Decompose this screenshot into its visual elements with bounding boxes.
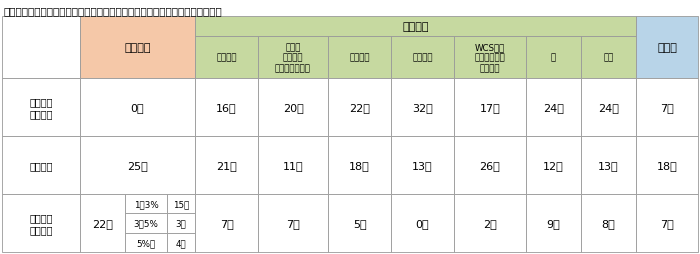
Bar bbox=[195, 37, 258, 79]
Text: 13県: 13県 bbox=[598, 160, 619, 170]
Text: 15県: 15県 bbox=[173, 199, 189, 208]
Text: 飼料用米: 飼料用米 bbox=[412, 53, 433, 62]
Bar bbox=[195, 79, 258, 136]
Bar bbox=[581, 37, 636, 79]
Text: 備蓄米: 備蓄米 bbox=[657, 43, 677, 53]
Bar bbox=[167, 194, 195, 214]
Text: 5県: 5県 bbox=[353, 218, 366, 228]
Text: 『令和４年産米等の作付意向（前年産実績との比較、令和４年１月末時点）』: 『令和４年産米等の作付意向（前年産実績との比較、令和４年１月末時点）』 bbox=[3, 6, 222, 16]
Bar bbox=[636, 136, 698, 194]
Bar bbox=[454, 136, 526, 194]
Text: 22県: 22県 bbox=[349, 103, 370, 113]
Bar bbox=[636, 17, 698, 79]
Bar bbox=[328, 79, 391, 136]
Text: 13県: 13県 bbox=[412, 160, 433, 170]
Bar bbox=[2, 17, 80, 79]
Text: 麦: 麦 bbox=[551, 53, 556, 62]
Text: 22県: 22県 bbox=[92, 218, 113, 228]
Text: 21県: 21県 bbox=[216, 160, 237, 170]
Bar bbox=[391, 79, 454, 136]
Bar bbox=[195, 136, 258, 194]
Bar bbox=[636, 79, 698, 136]
Text: 24県: 24県 bbox=[543, 103, 564, 113]
Text: 前年並み: 前年並み bbox=[29, 160, 52, 170]
Text: 戦略作物: 戦略作物 bbox=[402, 22, 428, 32]
Bar bbox=[526, 194, 581, 252]
Bar bbox=[526, 79, 581, 136]
Text: 7県: 7県 bbox=[220, 218, 233, 228]
Bar bbox=[328, 37, 391, 79]
Text: 12県: 12県 bbox=[543, 160, 564, 170]
Bar bbox=[526, 37, 581, 79]
Bar bbox=[328, 194, 391, 252]
Text: 20県: 20県 bbox=[283, 103, 303, 113]
Bar bbox=[636, 194, 698, 252]
Text: 3県: 3県 bbox=[176, 219, 186, 228]
Bar bbox=[258, 37, 328, 79]
Text: 前年より
増加傾向: 前年より 増加傾向 bbox=[29, 97, 52, 118]
Text: 前年より
減少傾向: 前年より 減少傾向 bbox=[29, 212, 52, 234]
Text: 7県: 7県 bbox=[286, 218, 300, 228]
Text: 3～5%: 3～5% bbox=[134, 219, 158, 228]
Bar bbox=[2, 79, 80, 136]
Bar bbox=[195, 17, 636, 37]
Text: WCS用稲
（稲発酵粗飼
料用稲）: WCS用稲 （稲発酵粗飼 料用稲） bbox=[475, 43, 505, 73]
Bar bbox=[125, 233, 167, 252]
Text: 18県: 18県 bbox=[657, 160, 678, 170]
Bar bbox=[526, 136, 581, 194]
Text: 32県: 32県 bbox=[412, 103, 433, 113]
Text: 米粉用米: 米粉用米 bbox=[349, 53, 370, 62]
Bar bbox=[581, 136, 636, 194]
Text: 8県: 8県 bbox=[601, 218, 615, 228]
Text: 主食用米: 主食用米 bbox=[125, 43, 150, 53]
Bar bbox=[125, 214, 167, 233]
Text: 26県: 26県 bbox=[480, 160, 500, 170]
Bar bbox=[2, 136, 80, 194]
Bar bbox=[80, 136, 195, 194]
Bar bbox=[581, 79, 636, 136]
Text: 1～3%: 1～3% bbox=[134, 199, 158, 208]
Text: 7県: 7県 bbox=[660, 103, 674, 113]
Text: 加工用米: 加工用米 bbox=[216, 53, 237, 62]
Bar bbox=[581, 194, 636, 252]
Bar bbox=[391, 194, 454, 252]
Text: 24県: 24県 bbox=[598, 103, 619, 113]
Bar bbox=[391, 136, 454, 194]
Bar bbox=[167, 214, 195, 233]
Text: 0県: 0県 bbox=[131, 103, 144, 113]
Text: 25県: 25県 bbox=[127, 160, 148, 170]
Bar bbox=[195, 194, 258, 252]
Bar bbox=[454, 194, 526, 252]
Bar bbox=[454, 37, 526, 79]
Text: 11県: 11県 bbox=[283, 160, 303, 170]
Text: 9県: 9県 bbox=[547, 218, 561, 228]
Bar bbox=[391, 37, 454, 79]
Text: 18県: 18県 bbox=[349, 160, 370, 170]
Bar bbox=[328, 136, 391, 194]
Bar bbox=[80, 79, 195, 136]
Text: 大豆: 大豆 bbox=[603, 53, 614, 62]
Text: 新市場
開拓用米
（輸出用米等）: 新市場 開拓用米 （輸出用米等） bbox=[275, 43, 311, 73]
Bar bbox=[2, 194, 80, 252]
Text: 2県: 2県 bbox=[483, 218, 497, 228]
Bar bbox=[167, 233, 195, 252]
Text: 7県: 7県 bbox=[660, 218, 674, 228]
Text: 0県: 0県 bbox=[416, 218, 429, 228]
Bar bbox=[258, 194, 328, 252]
Bar bbox=[125, 194, 167, 214]
Bar bbox=[80, 17, 195, 79]
Text: 17県: 17県 bbox=[480, 103, 500, 113]
Text: 5%超: 5%超 bbox=[136, 238, 155, 247]
Bar bbox=[454, 79, 526, 136]
Bar bbox=[258, 79, 328, 136]
Bar bbox=[258, 136, 328, 194]
Text: 16県: 16県 bbox=[216, 103, 237, 113]
Text: 4県: 4県 bbox=[176, 238, 186, 247]
Bar bbox=[80, 194, 125, 252]
